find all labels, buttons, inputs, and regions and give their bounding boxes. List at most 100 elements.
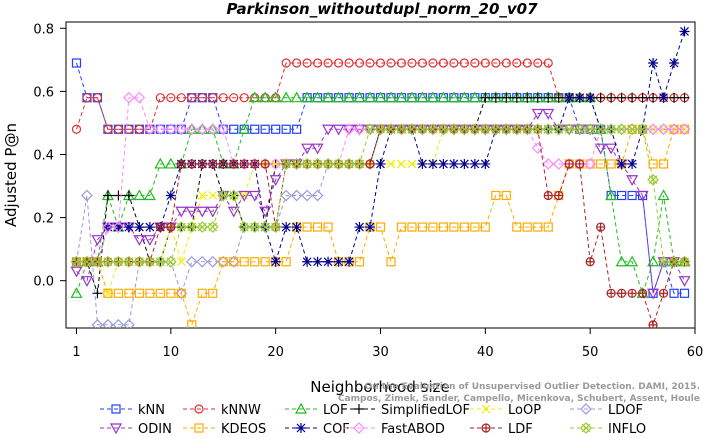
- data-point-odin: [269, 175, 282, 186]
- data-point-inflo: [584, 123, 597, 136]
- data-point-ldof: [102, 318, 114, 328]
- data-point-fastabod: [353, 123, 366, 136]
- legend-marker-knnw: [194, 404, 204, 414]
- data-point-odin: [91, 235, 104, 246]
- series-layer: [70, 26, 691, 328]
- data-point-knnw: [166, 93, 176, 103]
- data-point-ldf: [617, 288, 627, 298]
- data-point-inflo: [353, 158, 366, 170]
- data-point-simplifiedlof: [522, 92, 533, 103]
- series-loop: [72, 124, 689, 298]
- data-point-inflo: [542, 123, 555, 136]
- data-point-cof: [448, 158, 459, 169]
- data-point-ldof: [185, 255, 198, 268]
- data-point-kdeos: [396, 222, 407, 232]
- data-point-odin: [217, 190, 230, 202]
- data-point-lof: [332, 91, 345, 103]
- data-point-knnw: [239, 93, 249, 103]
- legend-marker-knn: [111, 404, 121, 414]
- data-point-ldof: [301, 189, 313, 202]
- data-point-fastabod: [185, 123, 198, 136]
- data-point-kdeos: [239, 257, 249, 267]
- data-point-lof: [290, 91, 303, 103]
- data-point-lof: [164, 157, 177, 169]
- data-point-knnw: [302, 58, 312, 68]
- data-point-kdeos: [229, 257, 239, 267]
- data-point-inflo: [500, 123, 513, 136]
- data-point-fastabod: [164, 123, 177, 136]
- data-point-cof: [270, 256, 281, 267]
- legend-label-knnw: kNNW: [221, 403, 261, 418]
- data-point-ldof: [91, 318, 104, 328]
- data-point-cof: [627, 158, 638, 169]
- data-point-fastabod: [542, 158, 555, 170]
- data-point-lof: [657, 189, 670, 201]
- data-point-knnw: [417, 58, 428, 68]
- data-point-simplifiedlof: [553, 92, 564, 103]
- data-point-knn: [260, 124, 270, 134]
- data-point-fastabod: [102, 221, 114, 233]
- data-point-lof: [384, 91, 398, 103]
- data-point-knn: [679, 288, 690, 298]
- data-point-knnw: [134, 124, 144, 134]
- data-point-fastabod: [123, 91, 135, 104]
- data-point-lof: [626, 255, 639, 267]
- data-point-inflo: [227, 189, 240, 202]
- data-point-kdeos: [669, 124, 679, 134]
- data-point-odin: [206, 206, 219, 218]
- data-point-kdeos: [491, 190, 501, 201]
- data-point-inflo: [290, 158, 303, 170]
- data-point-lof: [647, 255, 660, 267]
- data-point-inflo: [647, 173, 659, 186]
- data-point-odin: [605, 143, 618, 155]
- x-tick-label: 1: [72, 345, 80, 360]
- legend-item-cof: COF: [285, 422, 350, 437]
- data-point-simplifiedlof: [606, 92, 617, 103]
- legend-marker-kdeos: [194, 423, 204, 433]
- data-point-odin: [363, 124, 377, 136]
- data-point-odin: [343, 124, 356, 136]
- data-point-cof: [312, 256, 323, 267]
- data-point-odin: [332, 124, 345, 136]
- data-point-inflo: [605, 123, 617, 136]
- data-point-ldf: [585, 257, 595, 267]
- data-point-ldf: [218, 159, 228, 169]
- data-point-cof: [417, 158, 428, 169]
- data-point-loop: [407, 159, 417, 169]
- data-point-ldof: [217, 255, 230, 268]
- data-point-odin: [647, 288, 660, 300]
- legend-marker-loop: [481, 404, 491, 414]
- data-point-inflo: [238, 221, 251, 233]
- legend-marker-simplifiedlof: [354, 404, 364, 414]
- data-point-inflo: [301, 158, 313, 170]
- data-point-lof: [405, 91, 418, 103]
- data-point-kdeos: [522, 222, 532, 232]
- data-point-inflo: [385, 123, 397, 136]
- data-point-fastabod: [668, 123, 680, 136]
- data-point-inflo: [626, 123, 638, 136]
- data-point-odin: [636, 190, 649, 202]
- data-point-ldof: [227, 255, 240, 268]
- data-point-odin: [196, 206, 209, 218]
- data-point-simplifiedlof: [511, 92, 522, 103]
- data-point-kdeos: [302, 222, 312, 232]
- series-lof: [70, 91, 691, 298]
- data-point-fastabod: [144, 123, 156, 136]
- data-point-kdeos: [533, 222, 543, 232]
- data-point-cof: [302, 256, 313, 267]
- data-point-kdeos: [459, 222, 469, 232]
- plot-frame: [65, 21, 696, 329]
- data-point-ldof: [123, 318, 135, 328]
- data-point-knnw: [396, 58, 407, 68]
- data-point-inflo: [311, 158, 324, 170]
- legend-label-simplifiedlof: SimplifiedLOF: [381, 403, 470, 418]
- data-point-fastabod: [112, 221, 125, 233]
- data-point-simplifiedlof: [490, 92, 501, 103]
- legend-item-lof: LOF: [285, 402, 348, 418]
- data-point-knnw: [449, 58, 459, 68]
- data-point-inflo: [521, 123, 534, 136]
- legend-item-ldof: LDOF: [570, 403, 643, 418]
- series-odin: [70, 108, 691, 300]
- legend-label-loop: LoOP: [508, 403, 541, 418]
- data-point-ldof: [311, 189, 324, 202]
